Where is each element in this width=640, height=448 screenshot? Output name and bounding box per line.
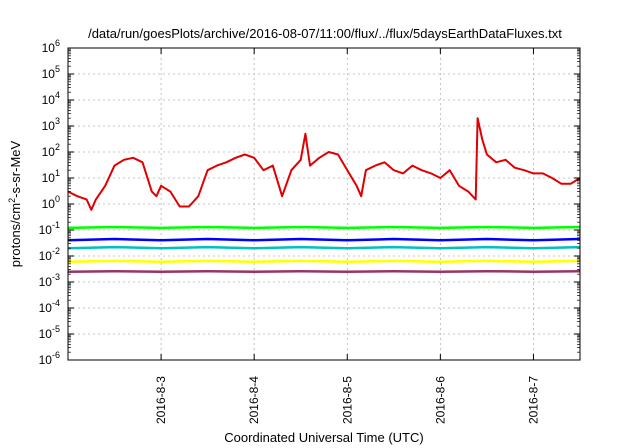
y-tick-label-base: 10 xyxy=(42,197,56,211)
y-tick-label-exp: 3 xyxy=(55,116,60,126)
y-axis: 10-610-510-410-310-210-11001011021031041… xyxy=(39,38,580,367)
y-tick-label: 103 xyxy=(42,116,60,133)
x-axis: 2016-8-3 2016-8-4 2016-8-5 2016-8-6 2016-8-7 xyxy=(154,48,540,424)
y-tick-label-exp: -6 xyxy=(52,350,60,360)
y-tick-label-exp: -2 xyxy=(52,246,60,256)
y-tick-label-exp: 2 xyxy=(55,142,60,152)
y-axis-label-sup: 2 xyxy=(7,198,17,203)
y-tick-label: 10-5 xyxy=(39,324,60,341)
y-axis-label: protons/cm2-s-sr-MeV xyxy=(7,140,23,267)
y-tick-label-base: 10 xyxy=(42,119,56,133)
x-tick-label: 2016-8-5 xyxy=(340,376,354,424)
x-axis-label: Coordinated Universal Time (UTC) xyxy=(224,430,423,445)
y-tick-label-exp: 5 xyxy=(55,64,60,74)
y-tick-label: 101 xyxy=(42,168,60,185)
series-line-0 xyxy=(67,117,581,211)
y-tick-label-base: 10 xyxy=(39,327,53,341)
y-tick-label: 10-6 xyxy=(39,350,60,367)
y-tick-label: 100 xyxy=(42,194,60,211)
y-tick-label-base: 10 xyxy=(42,41,56,55)
y-tick-label-base: 10 xyxy=(39,223,53,237)
series-line-3 xyxy=(67,245,581,250)
y-axis-label-prefix: protons/cm xyxy=(8,203,23,267)
x-tick-label: 2016-8-3 xyxy=(154,376,168,424)
x-tick-label: 2016-8-4 xyxy=(247,376,261,424)
y-axis-label-suffix: -s-sr-MeV xyxy=(8,140,23,197)
y-tick-label-exp: -4 xyxy=(52,298,60,308)
y-tick-label-exp: 4 xyxy=(55,90,60,100)
y-tick-label-base: 10 xyxy=(42,171,56,185)
series-line-1 xyxy=(67,225,581,230)
series-group xyxy=(67,117,581,273)
y-tick-label-exp: -1 xyxy=(52,220,60,230)
y-tick-label-exp: -5 xyxy=(52,324,60,334)
y-tick-label-exp: 6 xyxy=(55,38,60,48)
y-tick-label: 10-1 xyxy=(39,220,60,237)
y-tick-label-exp: 1 xyxy=(55,168,60,178)
y-tick-label-base: 10 xyxy=(42,67,56,81)
y-tick-label: 104 xyxy=(42,90,60,107)
y-tick-label-base: 10 xyxy=(39,353,53,367)
grid xyxy=(68,48,580,360)
y-tick-label-base: 10 xyxy=(42,93,56,107)
y-tick-label-base: 10 xyxy=(39,249,53,263)
y-tick-label: 105 xyxy=(42,64,60,81)
y-tick-label: 106 xyxy=(42,38,60,55)
y-tick-label: 102 xyxy=(42,142,60,159)
y-tick-label: 10-2 xyxy=(39,246,60,263)
x-tick-label: 2016-8-7 xyxy=(526,376,540,424)
series-line-5 xyxy=(67,269,581,273)
series-line-2 xyxy=(67,237,581,242)
y-tick-label-exp: -3 xyxy=(52,272,60,282)
series-line-4 xyxy=(67,259,581,264)
y-tick-label: 10-3 xyxy=(39,272,60,289)
y-tick-label-base: 10 xyxy=(39,275,53,289)
y-tick-label-exp: 0 xyxy=(55,194,60,204)
chart-title: /data/run/goesPlots/archive/2016-08-07/1… xyxy=(88,26,562,41)
x-tick-label: 2016-8-6 xyxy=(433,376,447,424)
y-tick-label-base: 10 xyxy=(39,301,53,315)
y-tick-label: 10-4 xyxy=(39,298,60,315)
y-tick-label-base: 10 xyxy=(42,145,56,159)
